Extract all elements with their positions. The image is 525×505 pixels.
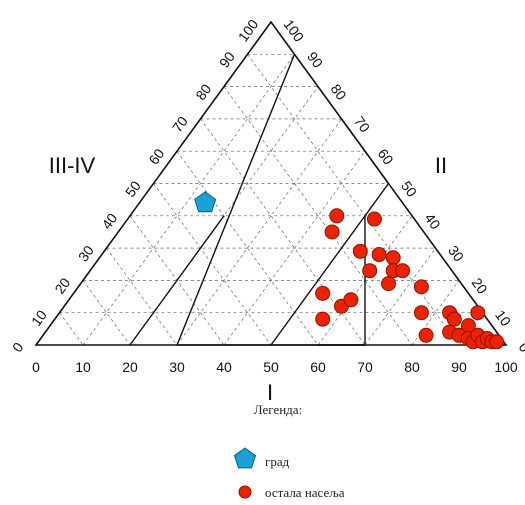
settlement-point — [381, 276, 396, 292]
grid-line — [59, 312, 84, 346]
tick-label-bottom: 90 — [451, 359, 467, 375]
tick-label-right: 90 — [304, 49, 326, 71]
grid-line — [106, 247, 178, 346]
tick-label-left: 80 — [192, 81, 214, 103]
settlement-point — [366, 211, 382, 227]
tick-label-right: 10 — [492, 307, 514, 329]
axis-label-left: III-IV — [49, 153, 96, 178]
settlement-point — [352, 243, 368, 259]
grid-line — [364, 247, 436, 346]
zone-boundaries — [129, 54, 390, 346]
triangle-frame — [34, 20, 508, 346]
settlement-point — [489, 334, 505, 350]
tick-label-right: 20 — [469, 275, 491, 297]
tick-label-left: 40 — [98, 210, 120, 232]
legend-settlement-label: остала насеља — [265, 485, 345, 500]
tick-label-left: 20 — [51, 275, 73, 297]
grid-line — [82, 54, 295, 346]
settlement-point — [315, 311, 331, 327]
tick-label-right: 60 — [375, 146, 397, 168]
tick-label-left: 10 — [28, 307, 50, 329]
tick-label-bottom: 50 — [263, 359, 279, 375]
triangle-outline — [34, 20, 508, 346]
tick-label-bottom: 70 — [357, 359, 373, 375]
settlement-point — [446, 311, 462, 327]
settlement-point — [315, 285, 331, 301]
grid-line — [129, 86, 319, 346]
settlement-point — [418, 327, 434, 343]
tick-label-left: 90 — [216, 48, 238, 70]
settlement-point — [362, 263, 378, 279]
settlement-point — [470, 305, 486, 321]
tick-label-left: 70 — [169, 113, 191, 135]
legend-city-marker-icon — [233, 447, 257, 469]
tick-label-left: 60 — [145, 145, 167, 167]
settlement-point — [371, 247, 387, 263]
legend-title: Легенда: — [254, 402, 302, 417]
grid-line — [200, 118, 366, 346]
settlement-point — [413, 279, 429, 295]
tick-label-right: 0 — [516, 339, 525, 355]
tick-label-left: 0 — [9, 339, 27, 355]
tick-label-bottom: 0 — [32, 359, 40, 375]
axis-label-bottom: I — [267, 380, 273, 405]
grid-line — [223, 86, 413, 346]
tick-label-right: 50 — [398, 178, 420, 200]
tick-label-bottom: 10 — [75, 359, 91, 375]
legend-city-label: град — [265, 454, 290, 469]
tick-label-bottom: 60 — [310, 359, 326, 375]
data-points — [194, 191, 505, 350]
tick-label-left: 30 — [75, 242, 97, 264]
tick-label-bottom: 40 — [216, 359, 232, 375]
zone-boundary-line — [270, 183, 390, 346]
legend-settlement-marker-icon — [238, 485, 252, 499]
zone-boundary-line — [176, 54, 296, 346]
tick-label-right: 80 — [328, 81, 350, 103]
tick-label-bottom: 30 — [169, 359, 185, 375]
grid-line — [176, 118, 342, 346]
tick-label-right: 30 — [445, 242, 467, 264]
grid-lines — [59, 53, 483, 346]
zone-boundary-line — [340, 118, 390, 184]
tick-label-right: 40 — [422, 210, 444, 232]
settlement-point — [329, 208, 345, 224]
settlement-point — [395, 263, 411, 279]
grid-line — [82, 280, 131, 346]
axis-label-right: II — [435, 153, 447, 178]
legend: Легенда: град остала насеља — [233, 402, 345, 500]
settlement-point — [343, 292, 359, 308]
tick-label-right: 70 — [351, 113, 373, 135]
tick-label-bottom: 80 — [404, 359, 420, 375]
city-point — [194, 191, 217, 213]
settlement-point — [324, 224, 340, 240]
tick-label-left: 50 — [122, 178, 144, 200]
settlement-point — [413, 305, 429, 321]
tick-label-bottom: 100 — [494, 359, 518, 375]
zone-boundary-line — [129, 215, 225, 346]
tick-label-bottom: 20 — [122, 359, 138, 375]
settlement-point — [385, 250, 401, 266]
